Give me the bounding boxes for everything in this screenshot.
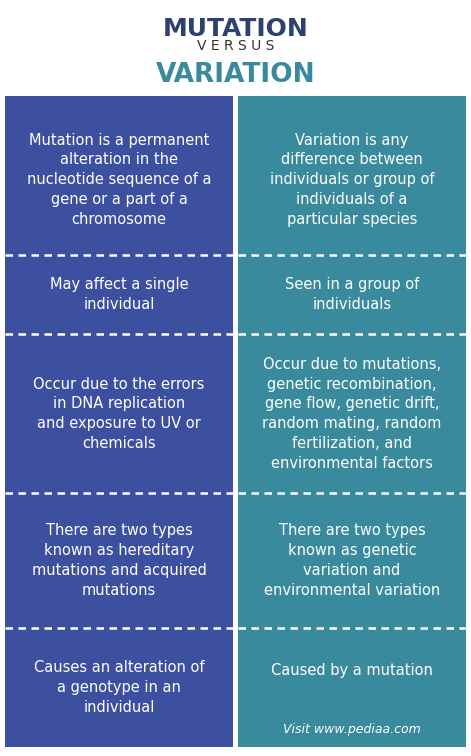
FancyBboxPatch shape <box>238 104 466 255</box>
FancyBboxPatch shape <box>5 96 233 104</box>
Text: Occur due to mutations,
genetic recombination,
gene flow, genetic drift,
random : Occur due to mutations, genetic recombin… <box>262 357 442 471</box>
Text: There are two types
known as genetic
variation and
environmental variation: There are two types known as genetic var… <box>264 523 440 598</box>
Text: Variation is any
difference between
individuals or group of
individuals of a
par: Variation is any difference between indi… <box>270 132 434 227</box>
FancyBboxPatch shape <box>5 334 233 493</box>
FancyBboxPatch shape <box>238 493 466 628</box>
Text: There are two types
known as hereditary
mutations and acquired
mutations: There are two types known as hereditary … <box>32 523 206 598</box>
FancyBboxPatch shape <box>5 493 233 628</box>
Text: Caused by a mutation: Caused by a mutation <box>271 663 433 678</box>
FancyBboxPatch shape <box>238 255 466 334</box>
FancyBboxPatch shape <box>238 628 466 747</box>
Text: Seen in a group of
individuals: Seen in a group of individuals <box>285 277 419 312</box>
FancyBboxPatch shape <box>5 628 233 747</box>
Text: V E R S U S: V E R S U S <box>197 39 274 54</box>
FancyBboxPatch shape <box>5 104 233 255</box>
Text: May affect a single
individual: May affect a single individual <box>49 277 188 312</box>
Text: Mutation is a permanent
alteration in the
nucleotide sequence of a
gene or a par: Mutation is a permanent alteration in th… <box>27 132 211 227</box>
Text: Occur due to the errors
in DNA replication
and exposure to UV or
chemicals: Occur due to the errors in DNA replicati… <box>33 376 205 451</box>
Text: Causes an alteration of
a genotype in an
individual: Causes an alteration of a genotype in an… <box>34 660 204 714</box>
Text: VARIATION: VARIATION <box>156 62 316 88</box>
FancyBboxPatch shape <box>5 255 233 334</box>
Text: Visit www.pediaa.com: Visit www.pediaa.com <box>283 723 421 736</box>
Text: MUTATION: MUTATION <box>162 17 309 41</box>
FancyBboxPatch shape <box>238 96 466 104</box>
FancyBboxPatch shape <box>238 334 466 493</box>
